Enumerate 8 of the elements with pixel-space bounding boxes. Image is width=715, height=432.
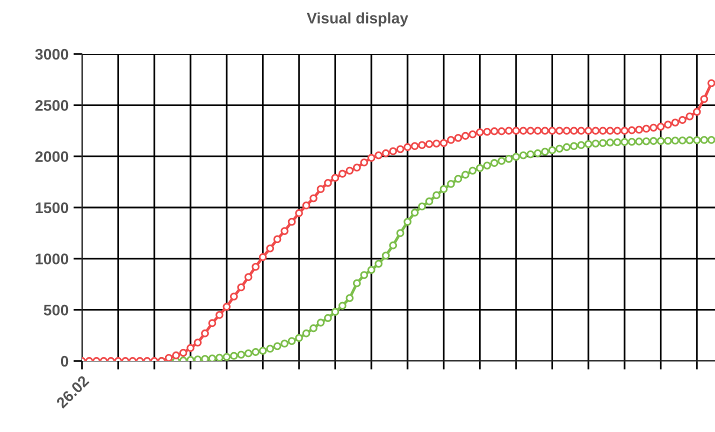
y-tick-label: 1500 <box>36 202 68 214</box>
chart-title: Visual display <box>306 12 408 27</box>
y-tick-label: 1000 <box>36 254 68 264</box>
y-tick-label: 500 <box>44 304 68 316</box>
y-tick-label: 2000 <box>35 151 68 162</box>
y-tick-label: 0 <box>60 356 68 367</box>
y-tick-label: 3000 <box>35 48 68 60</box>
y-tick-label: 2500 <box>35 100 68 111</box>
